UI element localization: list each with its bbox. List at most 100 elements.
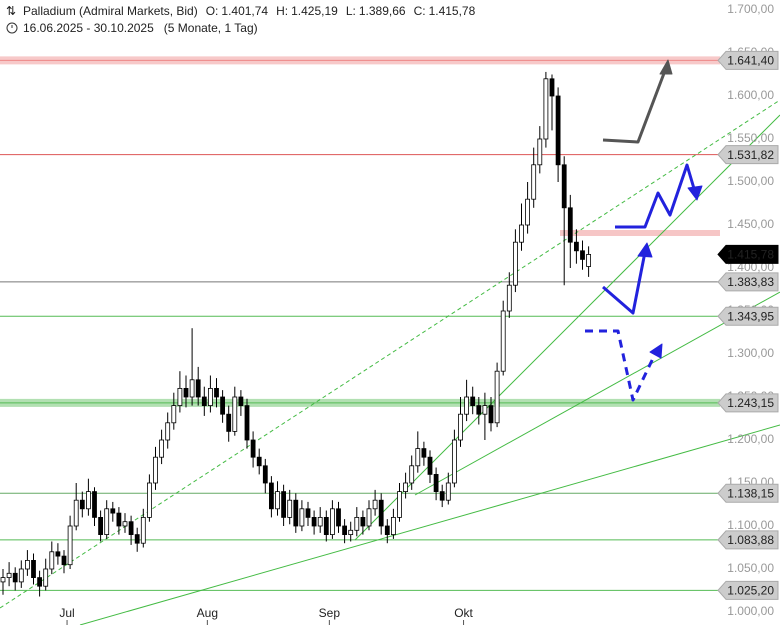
candle-body bbox=[6, 572, 12, 578]
ohlc-value: 1.425,19 bbox=[291, 4, 338, 18]
candle-body bbox=[525, 198, 530, 226]
level-tag bbox=[717, 50, 779, 70]
candle-body bbox=[281, 491, 287, 518]
candle-body bbox=[146, 482, 152, 518]
candle-body bbox=[531, 164, 537, 200]
instrument: Palladium (Admiral Markets, Bid) bbox=[23, 4, 198, 18]
candle-body bbox=[195, 379, 201, 398]
candle-body bbox=[519, 224, 524, 243]
candle-body bbox=[275, 491, 280, 510]
y-tick-label: 1.450,00 bbox=[727, 217, 774, 231]
candle-body bbox=[397, 491, 402, 518]
candle-body bbox=[207, 387, 213, 406]
arrow bbox=[615, 163, 697, 229]
candle-body bbox=[256, 456, 262, 467]
candle-body bbox=[134, 534, 140, 544]
candle-body bbox=[122, 521, 128, 527]
arrow-head bbox=[687, 185, 703, 201]
ohlc-value: 1.401,74 bbox=[221, 4, 268, 18]
level-label: 1.531,82 bbox=[727, 148, 774, 162]
candle-body bbox=[354, 517, 360, 531]
level-tag bbox=[717, 393, 779, 413]
trend-lines bbox=[0, 99, 780, 625]
level-label: 1.243,15 bbox=[727, 396, 774, 410]
candle-body bbox=[61, 555, 67, 566]
candle-body bbox=[427, 456, 433, 475]
date-range: 16.06.2025 - 30.10.2025 (5 Monate, 1 Tag) bbox=[23, 21, 258, 35]
candle-body bbox=[458, 413, 463, 441]
candle-body bbox=[415, 448, 421, 467]
candle-body bbox=[153, 456, 158, 484]
candle-body bbox=[488, 405, 494, 424]
ohlc-label: O: bbox=[206, 4, 219, 18]
candle-body bbox=[421, 448, 427, 458]
span: (5 Monate, 1 Tag) bbox=[164, 21, 258, 35]
price-axis: 1.000,001.050,001.100,001.150,001.200,00… bbox=[59, 2, 779, 625]
y-tick-label: 1.300,00 bbox=[727, 346, 774, 360]
x-tick-label: Sep bbox=[319, 606, 341, 620]
x-tick-label: Okt bbox=[454, 606, 473, 620]
y-tick-label: 1.550,00 bbox=[727, 131, 774, 145]
candle-body bbox=[586, 254, 591, 267]
y-tick-label: 1.600,00 bbox=[727, 88, 774, 102]
candle-body bbox=[390, 517, 396, 536]
y-tick-label: 1.100,00 bbox=[727, 518, 774, 532]
resistance-zone bbox=[560, 230, 720, 236]
candle-body bbox=[189, 379, 195, 398]
candle-body bbox=[293, 499, 299, 527]
clock-icon bbox=[6, 22, 18, 34]
candle-body bbox=[43, 568, 49, 587]
level-label: 1.083,88 bbox=[727, 533, 774, 547]
candle-body bbox=[165, 422, 171, 441]
level-tag bbox=[717, 306, 779, 326]
candle-body bbox=[342, 525, 348, 536]
level-tag bbox=[717, 244, 779, 264]
candle-body bbox=[262, 465, 268, 484]
candle-body bbox=[329, 508, 335, 535]
level-tag bbox=[717, 580, 779, 600]
candle-body bbox=[226, 413, 232, 432]
candle-body bbox=[451, 439, 457, 484]
candle-body bbox=[244, 405, 250, 441]
level-tag bbox=[717, 145, 779, 165]
level-label: 1.641,40 bbox=[727, 54, 774, 68]
candle-body bbox=[433, 473, 439, 492]
level-label: 1.383,83 bbox=[727, 275, 774, 289]
arrow-head bbox=[649, 343, 663, 359]
candle-body bbox=[183, 387, 189, 398]
candle-body bbox=[92, 491, 97, 518]
candle-body bbox=[110, 508, 116, 514]
range: 16.06.2025 - 30.10.2025 bbox=[23, 21, 154, 35]
candle-body bbox=[537, 138, 543, 166]
trend-line bbox=[354, 114, 780, 541]
candle-body bbox=[360, 517, 366, 527]
level-label: 1.343,95 bbox=[727, 309, 774, 323]
arrow bbox=[602, 67, 668, 144]
candle-body bbox=[79, 499, 85, 510]
header: ⇅ Palladium (Admiral Markets, Bid) O: 1.40… bbox=[6, 4, 476, 35]
candle-body bbox=[31, 560, 36, 579]
ohlc-label: H: bbox=[276, 4, 288, 18]
candle-body bbox=[116, 512, 122, 527]
candle-body bbox=[250, 439, 256, 458]
candle-body bbox=[0, 577, 6, 583]
level-tag bbox=[717, 272, 779, 292]
candle-body bbox=[336, 508, 341, 527]
candle-body bbox=[384, 525, 390, 536]
y-tick-label: 1.050,00 bbox=[727, 561, 774, 575]
candle-body bbox=[323, 517, 329, 536]
candle-body bbox=[549, 78, 555, 97]
candle-body bbox=[287, 499, 293, 518]
ohlc-value: 1.389,66 bbox=[359, 4, 406, 18]
x-tick-label: Aug bbox=[197, 606, 218, 620]
candle-body bbox=[567, 207, 573, 243]
candle-body bbox=[372, 499, 378, 510]
candle-body bbox=[299, 508, 305, 527]
candle-body bbox=[500, 310, 506, 372]
trend-line bbox=[0, 99, 780, 609]
arrow bbox=[602, 251, 647, 315]
level-tag bbox=[717, 483, 779, 503]
candles bbox=[0, 71, 591, 597]
candle-body bbox=[409, 465, 415, 484]
trend-line bbox=[414, 291, 780, 496]
